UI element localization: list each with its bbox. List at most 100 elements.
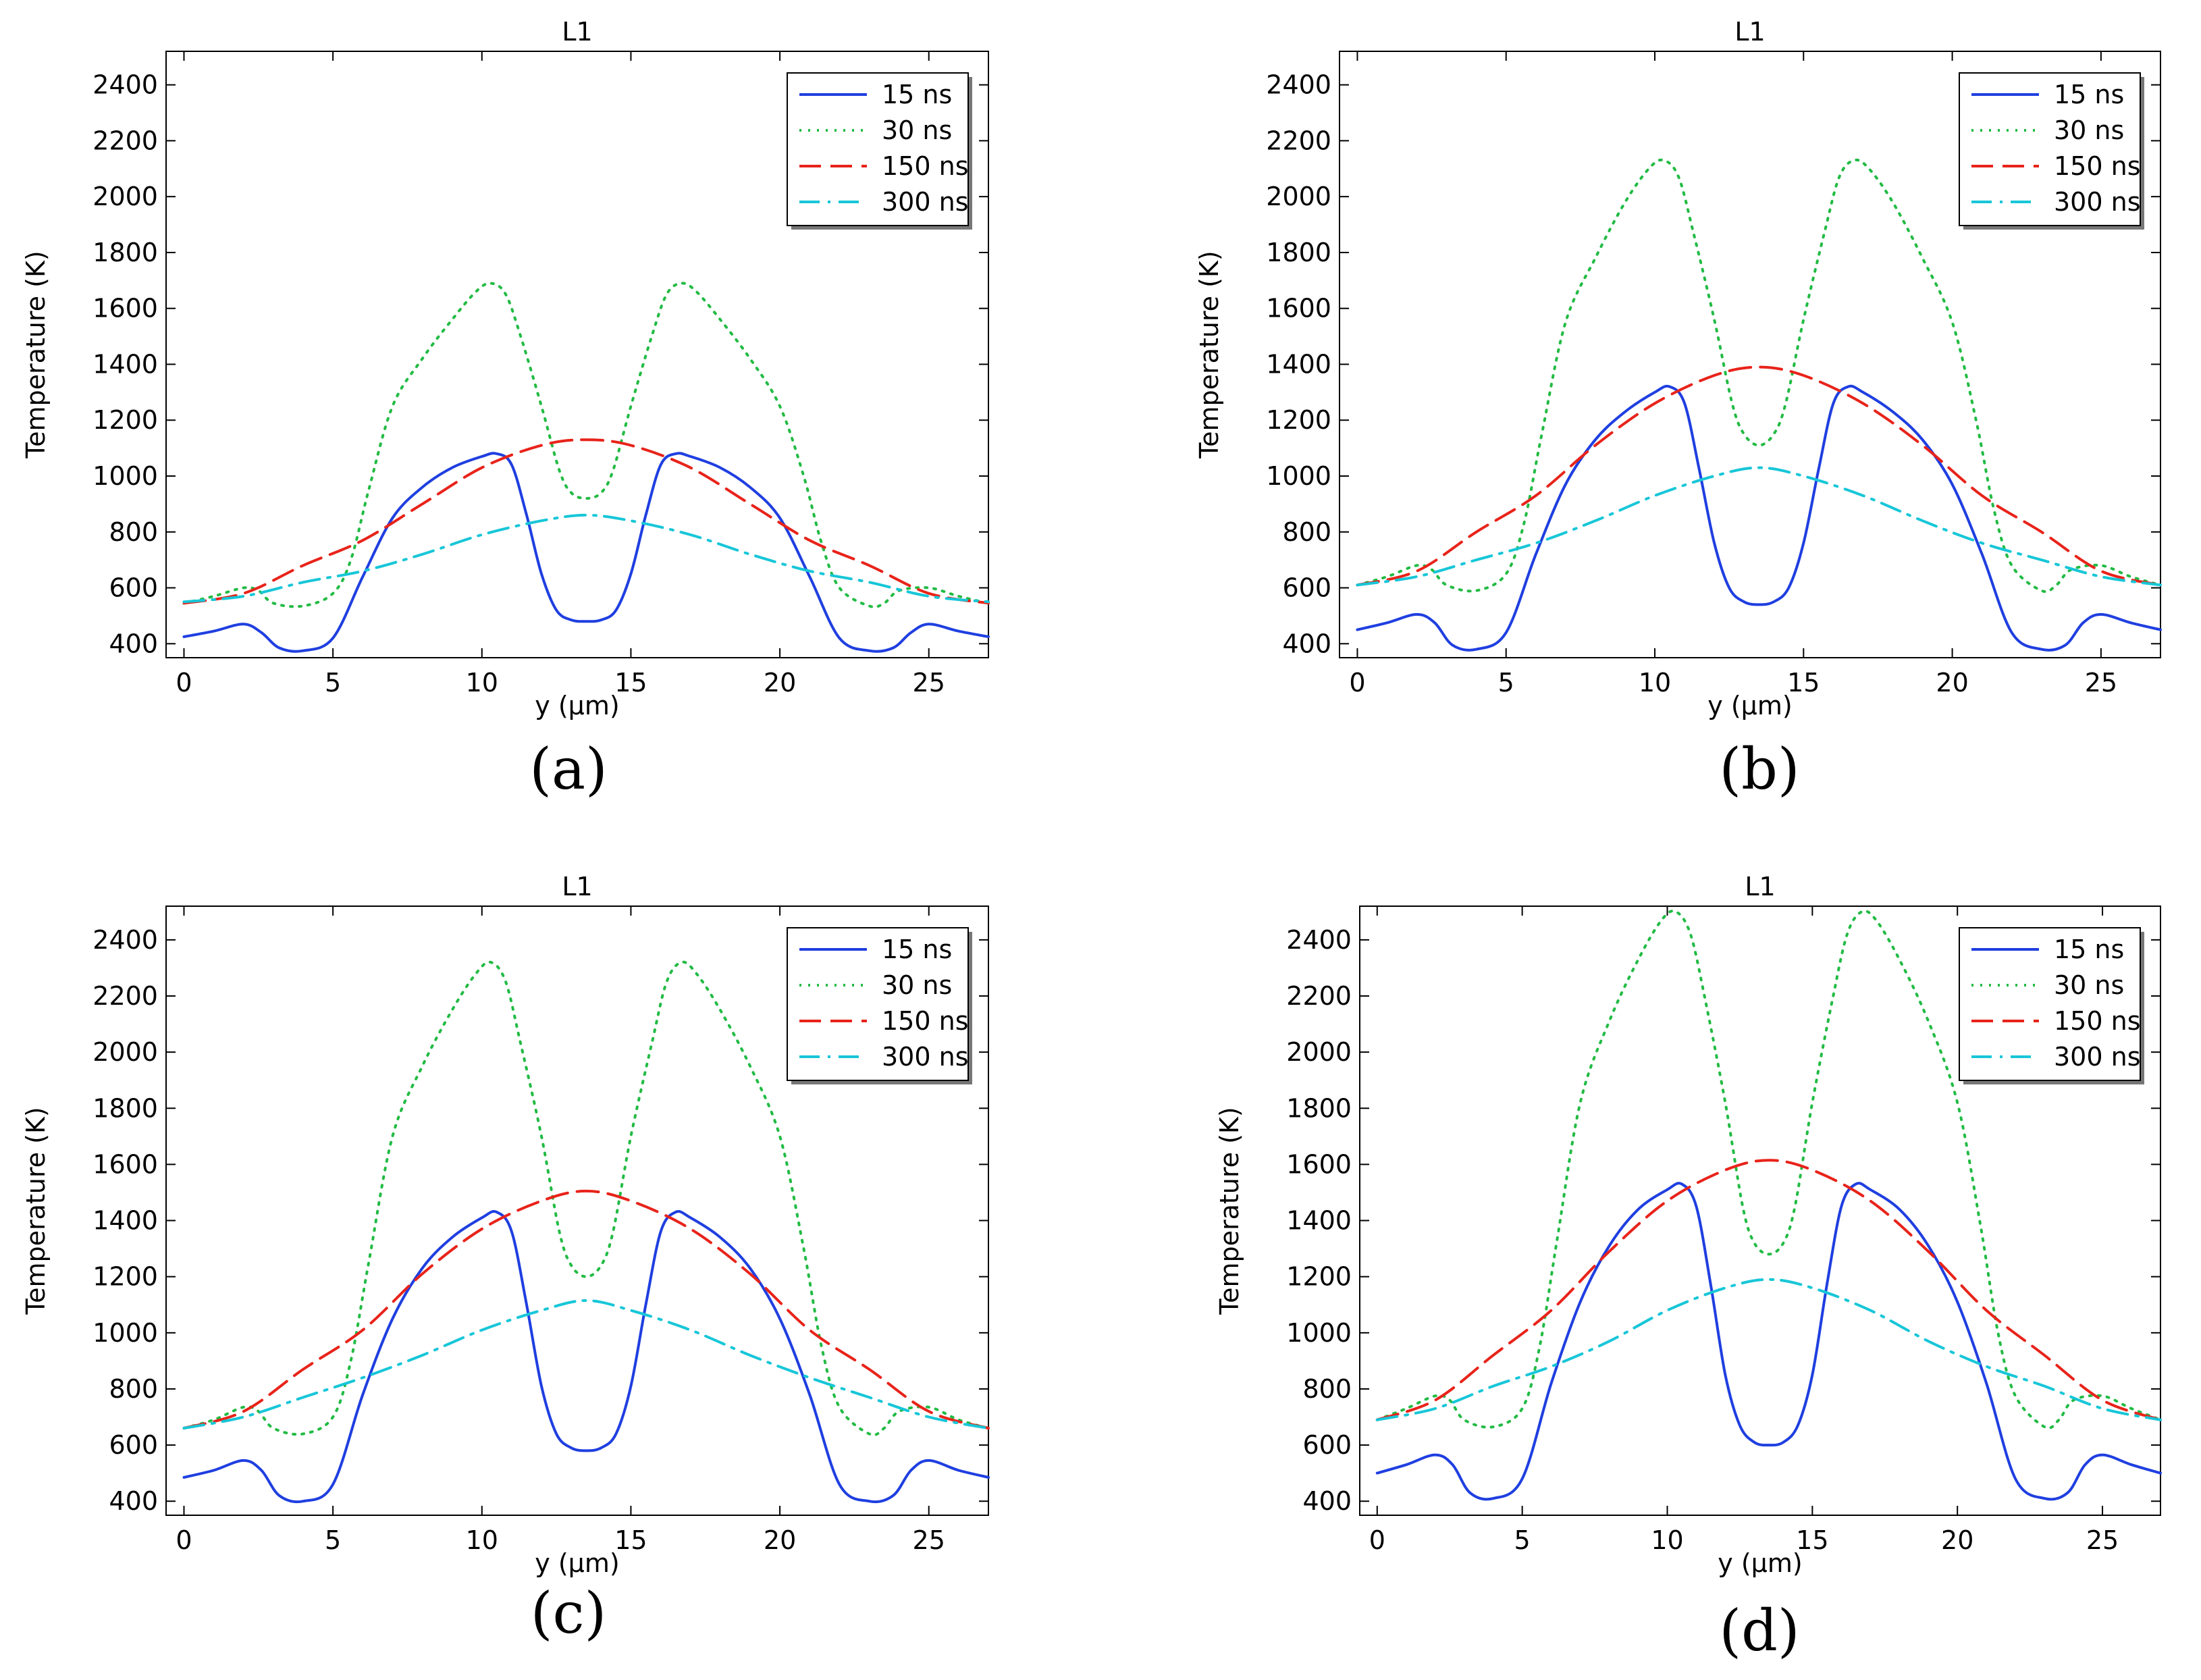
series-line-150-ns bbox=[1356, 365, 2162, 587]
x-axis-label: y (µm) bbox=[1718, 1548, 1802, 1578]
legend-label: 150 ns bbox=[2054, 151, 2141, 181]
legend-label: 300 ns bbox=[2054, 1042, 2141, 1072]
panel-caption: (c) bbox=[531, 1580, 607, 1646]
series-line-300-ns bbox=[182, 513, 990, 604]
x-tick-label: 25 bbox=[2086, 1525, 2119, 1555]
y-tick-label: 800 bbox=[109, 517, 158, 547]
legend-label: 150 ns bbox=[882, 1006, 969, 1036]
y-tick-label: 2400 bbox=[1266, 70, 1331, 100]
series-line-150-ns bbox=[182, 438, 990, 605]
legend-label: 15 ns bbox=[2054, 80, 2124, 109]
y-tick-label: 1600 bbox=[1286, 1149, 1352, 1179]
y-axis-label: Temperature (K) bbox=[21, 1107, 51, 1315]
y-axis-label: Temperature (K) bbox=[21, 251, 51, 458]
legend-label: 150 ns bbox=[882, 151, 969, 181]
legend-label: 150 ns bbox=[2054, 1006, 2141, 1036]
y-tick-label: 600 bbox=[1302, 1430, 1352, 1460]
series-line-300-ns bbox=[1375, 1278, 2162, 1421]
y-tick-label: 1000 bbox=[1286, 1318, 1352, 1348]
legend-box bbox=[1959, 927, 2141, 1081]
x-axis-label: y (µm) bbox=[1707, 691, 1792, 720]
series-line-150-ns bbox=[182, 1189, 990, 1430]
y-tick-label: 400 bbox=[1282, 629, 1331, 658]
y-axis-label: Temperature (K) bbox=[1194, 251, 1224, 458]
x-tick-label: 0 bbox=[1349, 668, 1365, 698]
series-line-30-ns bbox=[1356, 158, 2162, 594]
legend-box bbox=[787, 72, 969, 226]
x-axis-label: y (µm) bbox=[535, 1548, 619, 1578]
y-tick-label: 800 bbox=[1302, 1374, 1352, 1404]
x-tick-label: 20 bbox=[1941, 1525, 1973, 1555]
legend-label: 15 ns bbox=[882, 80, 952, 109]
y-tick-label: 1200 bbox=[1266, 405, 1331, 435]
x-tick-label: 10 bbox=[466, 1525, 498, 1555]
x-tick-label: 5 bbox=[1514, 1525, 1531, 1555]
series-line-15-ns bbox=[1375, 1182, 2162, 1501]
x-axis-label: y (µm) bbox=[535, 691, 619, 720]
legend-label: 15 ns bbox=[882, 935, 952, 964]
x-tick-label: 0 bbox=[1369, 1525, 1385, 1555]
chart-panel-c: L1 400 600 800 1000 1200 1400 1600 1800 2000 2200 2… bbox=[21, 872, 990, 1646]
y-tick-label: 400 bbox=[1302, 1486, 1352, 1516]
legend-label: 15 ns bbox=[2054, 935, 2124, 964]
y-tick-label: 400 bbox=[109, 629, 158, 658]
x-tick-label: 15 bbox=[614, 668, 647, 698]
series-line-15-ns bbox=[182, 452, 990, 653]
series-line-15-ns bbox=[182, 1210, 990, 1504]
x-tick-label: 5 bbox=[1498, 668, 1514, 698]
x-tick-label: 20 bbox=[1936, 668, 1968, 698]
y-tick-label: 1600 bbox=[1266, 294, 1331, 323]
x-tick-label: 25 bbox=[913, 1525, 945, 1555]
chart-title: L1 bbox=[562, 872, 592, 901]
y-tick-label: 1800 bbox=[92, 238, 158, 267]
series-line-150-ns bbox=[1375, 1159, 2162, 1421]
panel-caption: (a) bbox=[529, 736, 608, 802]
x-tick-label: 0 bbox=[176, 668, 192, 698]
y-tick-label: 2200 bbox=[92, 126, 158, 155]
y-tick-label: 800 bbox=[109, 1374, 158, 1404]
y-tick-label: 800 bbox=[1282, 517, 1331, 547]
chart-title: L1 bbox=[1734, 17, 1765, 47]
series-line-15-ns bbox=[1356, 384, 2162, 652]
y-tick-label: 1400 bbox=[1286, 1206, 1352, 1236]
x-tick-label: 5 bbox=[325, 1525, 341, 1555]
series-line-30-ns bbox=[1375, 910, 2162, 1429]
y-tick-label: 2000 bbox=[92, 1037, 158, 1067]
series-line-300-ns bbox=[182, 1299, 990, 1430]
y-tick-label: 2400 bbox=[92, 925, 158, 955]
legend-label: 30 ns bbox=[882, 970, 952, 1000]
y-tick-label: 1400 bbox=[1266, 349, 1331, 379]
legend-label: 300 ns bbox=[882, 1042, 969, 1072]
y-tick-label: 1800 bbox=[92, 1093, 158, 1123]
y-tick-label: 1600 bbox=[92, 1149, 158, 1179]
x-tick-label: 10 bbox=[1651, 1525, 1683, 1555]
chart-title: L1 bbox=[562, 17, 592, 47]
x-tick-label: 10 bbox=[1639, 668, 1671, 698]
legend-box bbox=[1959, 72, 2141, 226]
x-tick-label: 25 bbox=[913, 668, 945, 698]
x-tick-label: 25 bbox=[2085, 668, 2117, 698]
panel-caption: (d) bbox=[1719, 1598, 1799, 1664]
y-tick-label: 1000 bbox=[1266, 461, 1331, 491]
series-line-30-ns bbox=[182, 282, 990, 608]
x-tick-label: 15 bbox=[1787, 668, 1820, 698]
y-tick-label: 2400 bbox=[1286, 925, 1352, 955]
y-tick-label: 1400 bbox=[92, 1206, 158, 1236]
y-tick-label: 2000 bbox=[1286, 1037, 1352, 1067]
x-tick-label: 20 bbox=[764, 1525, 796, 1555]
x-tick-label: 10 bbox=[466, 668, 498, 698]
y-tick-label: 1800 bbox=[1286, 1093, 1352, 1123]
y-axis-label: Temperature (K) bbox=[1215, 1107, 1244, 1315]
y-tick-label: 1800 bbox=[1266, 238, 1331, 267]
y-tick-label: 600 bbox=[109, 573, 158, 603]
panel-caption: (b) bbox=[1719, 736, 1799, 802]
y-tick-label: 1200 bbox=[92, 405, 158, 435]
y-tick-label: 1000 bbox=[92, 1318, 158, 1348]
legend-label: 30 ns bbox=[882, 115, 952, 145]
chart-panel-d: L1 400 600 800 1000 1200 1400 1600 1800 2000 2200 2… bbox=[1215, 872, 2162, 1664]
y-tick-label: 2000 bbox=[1266, 182, 1331, 211]
x-tick-label: 0 bbox=[176, 1525, 192, 1555]
y-tick-label: 2000 bbox=[92, 182, 158, 211]
legend-label: 300 ns bbox=[882, 187, 969, 217]
